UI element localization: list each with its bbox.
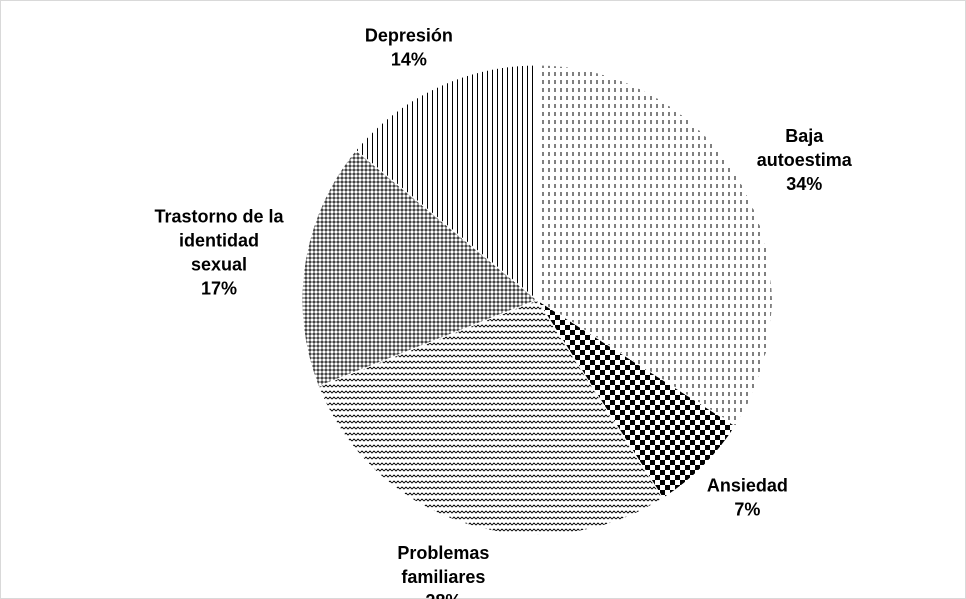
slice-label: Ansiedad — [707, 475, 788, 495]
slice-value-label: 28% — [425, 591, 461, 599]
slice-value-label: 34% — [786, 174, 822, 194]
pie-slice — [317, 299, 664, 536]
slice-label: Problemas familiares — [397, 543, 489, 587]
slice-label: Depresión — [365, 26, 453, 46]
slice-label-group: Baja autoestima 34% — [757, 126, 853, 194]
pie-slice — [355, 64, 538, 302]
slice-value-label: 7% — [734, 499, 760, 519]
pie-slice — [536, 64, 773, 427]
pie-slice — [301, 149, 538, 388]
slice-label-group: Ansiedad 7% — [707, 475, 788, 519]
slice-label-group: Depresión 14% — [365, 26, 453, 70]
slice-label: Trastorno de la identidad sexual — [154, 207, 284, 275]
slice-label: Baja autoestima — [757, 126, 853, 170]
slice-value-label: 14% — [391, 50, 427, 70]
slice-value-label: 17% — [201, 279, 237, 299]
pie-slice — [536, 299, 737, 500]
slice-label-group: Trastorno de la identidad sexual 17% — [154, 207, 284, 299]
